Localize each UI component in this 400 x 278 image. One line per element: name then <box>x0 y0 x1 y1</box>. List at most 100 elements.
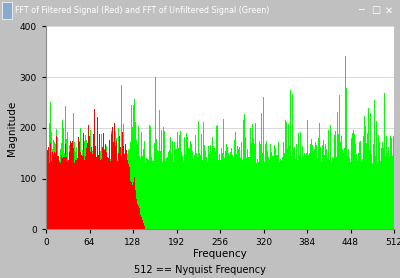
Bar <box>319 123 320 229</box>
Text: □: □ <box>372 6 381 15</box>
Bar <box>92 151 93 229</box>
Text: ✕: ✕ <box>385 6 393 15</box>
Bar <box>173 162 174 229</box>
Bar <box>243 120 244 229</box>
Bar <box>76 158 77 229</box>
Bar <box>48 147 49 229</box>
Bar <box>138 126 139 229</box>
Bar <box>388 126 389 229</box>
Bar <box>239 147 240 229</box>
Bar <box>89 136 90 229</box>
Bar <box>146 132 147 229</box>
Bar <box>244 114 245 229</box>
Bar <box>186 133 187 229</box>
Bar <box>366 143 367 229</box>
Bar <box>56 129 57 229</box>
Bar <box>184 137 185 229</box>
Bar <box>59 160 60 229</box>
Bar <box>196 153 197 229</box>
Bar <box>268 157 269 229</box>
Bar <box>141 132 142 229</box>
Bar <box>105 144 106 229</box>
Bar <box>53 157 54 229</box>
Bar <box>121 156 122 229</box>
Bar <box>150 126 151 229</box>
Bar <box>134 177 135 229</box>
Bar <box>137 144 138 229</box>
Bar <box>189 128 190 229</box>
Bar <box>393 136 394 229</box>
Bar <box>334 135 335 229</box>
Bar <box>95 146 96 229</box>
Bar <box>122 147 123 229</box>
Bar <box>317 158 318 229</box>
Bar <box>276 155 277 229</box>
Bar <box>324 155 325 229</box>
Bar <box>256 163 257 229</box>
Bar <box>129 149 130 229</box>
Bar <box>147 159 148 229</box>
Bar <box>328 130 329 229</box>
Bar <box>70 159 71 229</box>
Bar <box>50 143 51 229</box>
Bar <box>151 157 152 229</box>
Bar <box>136 140 137 229</box>
Bar <box>113 159 114 229</box>
Bar <box>336 157 337 229</box>
Bar <box>74 155 75 229</box>
Bar <box>285 120 286 229</box>
Bar <box>358 153 359 229</box>
Bar <box>300 132 301 229</box>
Bar <box>149 125 150 229</box>
Bar <box>330 125 331 229</box>
Bar <box>73 113 74 229</box>
Bar <box>208 146 209 229</box>
Bar <box>335 131 336 229</box>
Bar <box>288 125 289 229</box>
Bar <box>177 132 178 229</box>
Bar <box>139 208 140 229</box>
Bar <box>316 142 317 229</box>
Bar <box>270 144 271 229</box>
Bar <box>108 155 109 229</box>
Bar <box>205 151 206 229</box>
Bar <box>221 148 222 229</box>
Bar <box>115 131 116 229</box>
Bar <box>87 143 88 229</box>
Bar <box>79 142 80 229</box>
Bar <box>227 147 228 229</box>
Bar <box>249 157 250 229</box>
Bar <box>65 144 66 229</box>
Bar <box>126 150 127 229</box>
Bar <box>130 181 131 229</box>
Bar <box>142 140 143 229</box>
Bar <box>52 149 53 229</box>
Bar <box>93 134 94 229</box>
Bar <box>383 148 384 229</box>
Bar <box>63 157 64 229</box>
Bar <box>175 149 176 229</box>
Bar <box>255 123 256 229</box>
Bar <box>124 154 125 229</box>
Bar <box>293 103 294 229</box>
Bar <box>77 160 78 229</box>
Bar <box>159 110 160 229</box>
Bar <box>66 139 67 229</box>
Bar <box>75 152 76 229</box>
Bar <box>210 145 211 229</box>
Bar <box>209 154 210 229</box>
Bar <box>372 163 373 229</box>
Bar <box>368 108 369 229</box>
Bar <box>54 142 55 229</box>
Bar <box>341 136 342 229</box>
Bar <box>340 142 341 229</box>
Bar <box>235 132 236 229</box>
Bar <box>131 182 132 229</box>
Bar <box>312 145 313 229</box>
Bar <box>89 151 90 229</box>
Bar <box>55 143 56 229</box>
Bar <box>225 163 226 229</box>
Bar <box>269 160 270 229</box>
Bar <box>318 153 319 229</box>
Bar <box>241 142 242 229</box>
